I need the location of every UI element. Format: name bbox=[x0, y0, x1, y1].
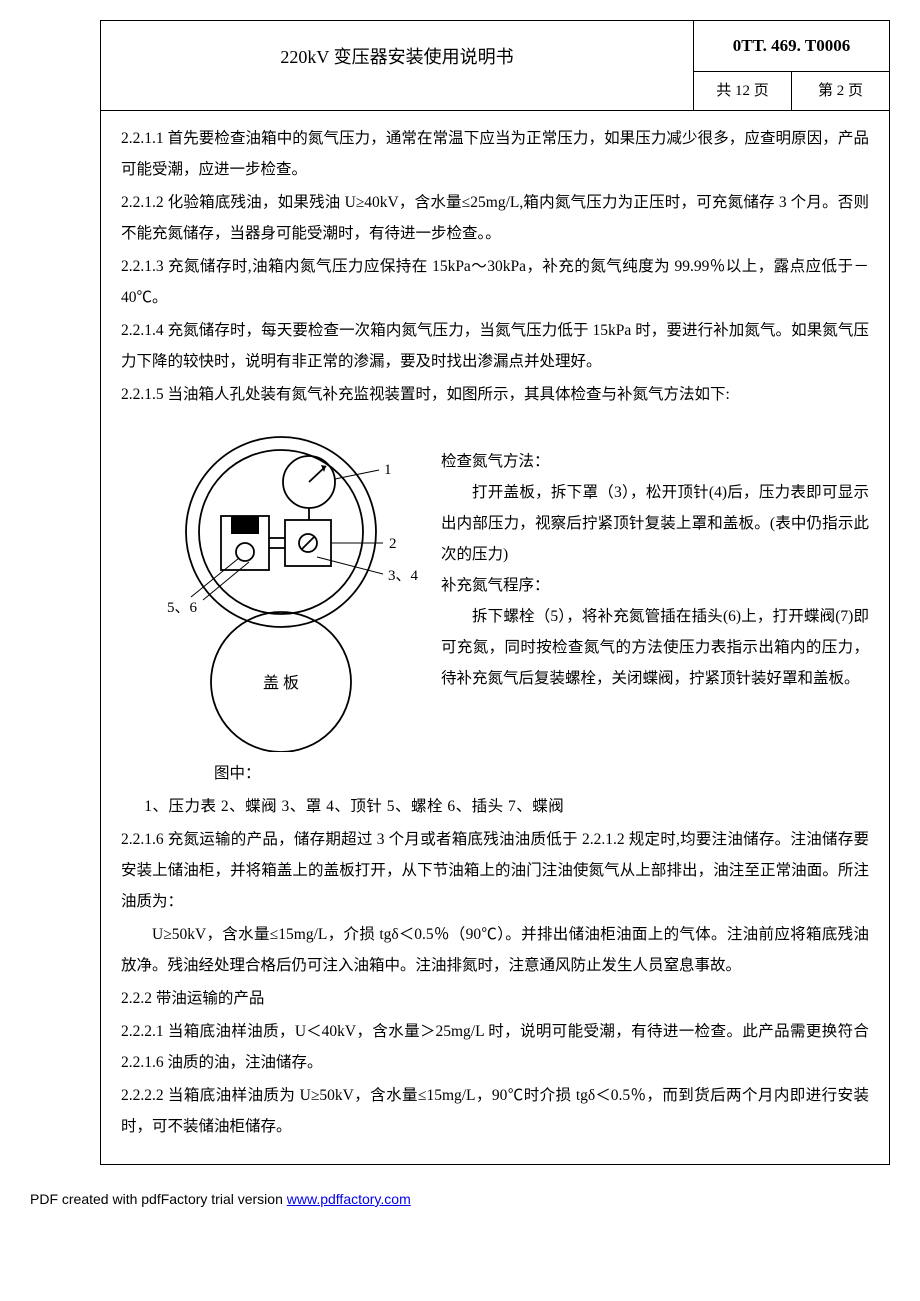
header: 220kV 变压器安装使用说明书 0TT. 469. T0006 共 12 页 … bbox=[101, 21, 889, 111]
paragraph-2-2-1-6: 2.2.1.6 充氮运输的产品，储存期超过 3 个月或者箱底残油油质低于 2.2… bbox=[121, 824, 869, 917]
page-total: 共 12 页 bbox=[694, 72, 792, 110]
diagram-section: 盖 板 bbox=[121, 416, 869, 752]
label-5-6: 5、6 bbox=[167, 600, 198, 616]
pdffactory-link[interactable]: www.pdffactory.com bbox=[287, 1191, 411, 1207]
paragraph-2-2-1-4: 2.2.1.4 充氮储存时，每天要检查一次箱内氮气压力，当氮气压力低于 15kP… bbox=[121, 315, 869, 377]
page-frame: 220kV 变压器安装使用说明书 0TT. 469. T0006 共 12 页 … bbox=[100, 20, 890, 1165]
diagram-description: 检查氮气方法： 打开盖板，拆下罩（3），松开顶针(4)后，压力表即可显示出内部压… bbox=[431, 416, 869, 752]
refill-procedure-heading: 补充氮气程序： bbox=[441, 570, 869, 601]
paragraph-2-2-1-6b: U≥50kV，含水量≤15mg/L，介损 tgδ＜0.5％（90℃）。并排出储油… bbox=[121, 919, 869, 981]
label-1: 1 bbox=[384, 462, 392, 478]
document-title: 220kV 变压器安装使用说明书 bbox=[101, 21, 694, 110]
refill-procedure-text: 拆下螺栓（5），将补充氮管插在插头(6)上，打开蝶阀(7)即可充氮，同时按检查氮… bbox=[441, 601, 869, 694]
label-2: 2 bbox=[389, 536, 397, 552]
paragraph-2-2-1-5: 2.2.1.5 当油箱人孔处装有氮气补充监视装置时，如图所示，其具体检查与补氮气… bbox=[121, 379, 869, 410]
content-body: 2.2.1.1 首先要检查油箱中的氮气压力，通常在常温下应当为正常压力，如果压力… bbox=[101, 111, 889, 1164]
pdf-footer: PDF created with pdfFactory trial versio… bbox=[30, 1185, 920, 1213]
paragraph-2-2-1-1: 2.2.1.1 首先要检查油箱中的氮气压力，通常在常温下应当为正常压力，如果压力… bbox=[121, 123, 869, 185]
paragraph-2-2-2-2: 2.2.2.2 当箱底油样油质为 U≥50kV，含水量≤15mg/L，90℃时介… bbox=[121, 1080, 869, 1142]
paragraph-2-2-2: 2.2.2 带油运输的产品 bbox=[121, 983, 869, 1014]
nitrogen-device-diagram: 盖 板 bbox=[121, 422, 431, 752]
legend-items: 1、压力表 2、蝶阀 3、罩 4、顶针 5、螺栓 6、插头 7、蝶阀 bbox=[121, 791, 869, 822]
legend-caption: 图中： bbox=[121, 758, 869, 789]
paragraph-2-2-1-2: 2.2.1.2 化验箱底残油，如果残油 U≥40kV，含水量≤25mg/L,箱内… bbox=[121, 187, 869, 249]
check-method-heading: 检查氮气方法： bbox=[441, 446, 869, 477]
paragraph-2-2-1-3: 2.2.1.3 充氮储存时,油箱内氮气压力应保持在 15kPa～30kPa，补充… bbox=[121, 251, 869, 313]
header-right: 0TT. 469. T0006 共 12 页 第 2 页 bbox=[694, 21, 889, 110]
cover-label: 盖 板 bbox=[263, 674, 299, 692]
footer-prefix: PDF created with pdfFactory trial versio… bbox=[30, 1191, 287, 1207]
page-number: 第 2 页 bbox=[792, 72, 889, 110]
technical-diagram: 盖 板 bbox=[121, 416, 431, 752]
document-code: 0TT. 469. T0006 bbox=[694, 21, 889, 72]
check-method-text: 打开盖板，拆下罩（3），松开顶针(4)后，压力表即可显示出内部压力，视察后拧紧顶… bbox=[441, 477, 869, 570]
page-info: 共 12 页 第 2 页 bbox=[694, 72, 889, 110]
label-3-4: 3、4 bbox=[388, 568, 419, 584]
paragraph-2-2-2-1: 2.2.2.1 当箱底油样油质，U＜40kV，含水量＞25mg/L 时，说明可能… bbox=[121, 1016, 869, 1078]
